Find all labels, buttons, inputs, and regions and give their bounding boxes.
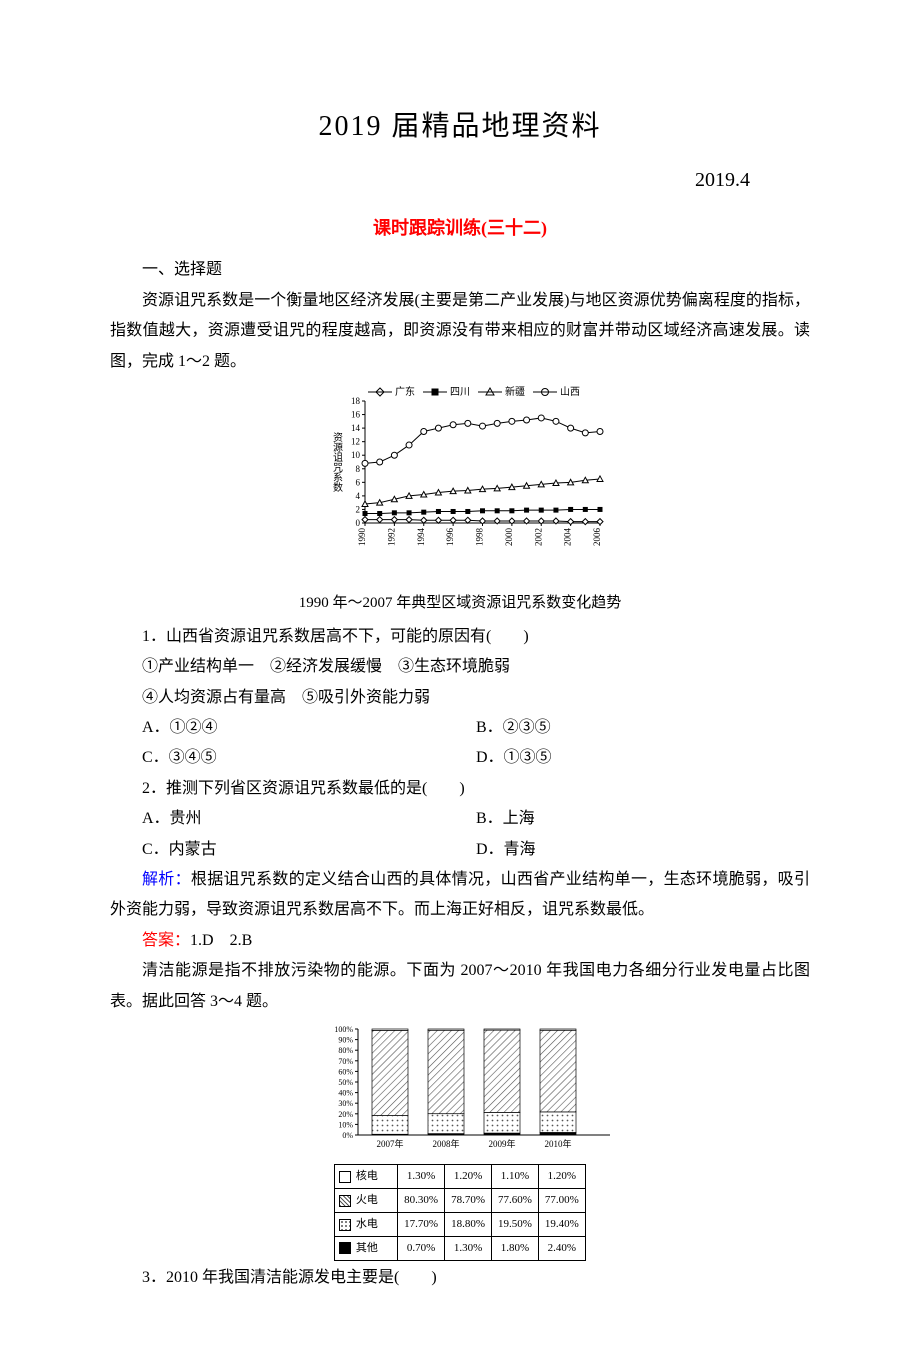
passage1-intro: 资源诅咒系数是一个衡量地区经济发展(主要是第二产业发展)与地区资源优势偏离程度的… [110,286,810,377]
q1-stem: 1．山西省资源诅咒系数居高不下，可能的原因有( ) [110,622,810,652]
q2-optA: A．贵州 [142,804,476,834]
q1-optA: A．①②④ [142,713,476,743]
q1-optB: B．②③⑤ [476,713,810,743]
q1-optD: D．①③⑤ [476,743,810,773]
q3-stem: 3．2010 年我国清洁能源发电主要是( ) [110,1263,810,1293]
svg-text:1994: 1994 [416,527,426,546]
svg-text:20%: 20% [338,1110,353,1119]
svg-text:1992: 1992 [386,528,396,546]
figure1-linechart: 广东 四川 新疆 山西 0 2 4 6 8 10 12 14 16 18 资源诅咒系数 1990 1992 199… [110,383,810,574]
svg-text:2: 2 [356,504,361,514]
svg-text:90%: 90% [338,1036,353,1045]
svg-text:1998: 1998 [475,527,485,546]
page-date: 2019.4 [110,161,810,199]
svg-text:2009年: 2009年 [488,1138,515,1149]
passage2-intro: 清洁能源是指不排放污染物的能源。下面为 2007～2010 年我国电力各细分行业… [110,956,810,1017]
answer-text: 1.D 2.B [190,932,252,949]
svg-text:2010年: 2010年 [544,1138,571,1149]
svg-text:四川: 四川 [450,387,470,398]
svg-text:1996: 1996 [445,527,455,546]
svg-text:16: 16 [351,409,361,419]
svg-text:2008年: 2008年 [432,1138,459,1149]
q1-roman2: ④人均资源占有量高 ⑤吸引外资能力弱 [110,683,810,713]
svg-text:2004: 2004 [563,527,573,546]
svg-text:广东: 广东 [395,385,415,398]
svg-text:14: 14 [351,423,361,433]
svg-text:2006: 2006 [592,527,602,546]
svg-text:2007年: 2007年 [376,1138,403,1149]
figure1-caption: 1990 年～2007 年典型区域资源诅咒系数变化趋势 [110,589,810,618]
svg-text:4: 4 [356,491,361,501]
svg-text:80%: 80% [338,1046,353,1055]
answer-label: 答案： [142,932,190,949]
svg-text:0: 0 [356,518,361,528]
page-title: 2019 届精品地理资料 [110,100,810,153]
figure2-stackedbar: 100% 90%80% 70%60% 50% 40%30% 20%10% 0% 2007年 20… [110,1023,810,1261]
analysis-label: 解析： [142,871,191,888]
svg-text:30%: 30% [338,1099,353,1108]
svg-text:100%: 100% [334,1025,353,1034]
svg-text:10%: 10% [338,1120,353,1129]
svg-text:山西: 山西 [560,386,580,398]
analysis-text: 根据诅咒系数的定义结合山西的具体情况，山西省产业结构单一，生态环境脆弱，吸引外资… [110,871,810,918]
lesson-subtitle: 课时跟踪训练(三十二) [110,211,810,245]
q2-optC: C．内蒙古 [142,835,476,865]
q2-optB: B．上海 [476,804,810,834]
section-heading: 一、选择题 [110,255,810,285]
q1-optC: C．③④⑤ [142,743,476,773]
q2-optD: D．青海 [476,835,810,865]
svg-text:70%: 70% [338,1057,353,1066]
svg-text:12: 12 [351,437,360,447]
svg-text:10: 10 [351,450,361,460]
figure2-table: 核电1.30%1.20%1.10%1.20% 火电80.30%78.70%77.… [334,1164,586,1261]
q2-stem: 2．推测下列省区资源诅咒系数最低的是( ) [110,774,810,804]
svg-text:资源诅咒系数: 资源诅咒系数 [331,432,343,493]
svg-text:50%: 50% [338,1078,353,1087]
analysis-para: 解析：根据诅咒系数的定义结合山西的具体情况，山西省产业结构单一，生态环境脆弱，吸… [110,865,810,926]
svg-text:2000: 2000 [504,527,514,546]
svg-text:40%: 40% [338,1089,353,1098]
svg-text:6: 6 [356,477,361,487]
svg-text:1990: 1990 [357,527,367,546]
svg-text:新疆: 新疆 [505,385,525,398]
svg-text:8: 8 [356,464,361,474]
svg-text:0%: 0% [342,1131,353,1140]
q1-roman1: ①产业结构单一 ②经济发展缓慢 ③生态环境脆弱 [110,652,810,682]
svg-text:2002: 2002 [533,528,543,546]
answer-para: 答案：1.D 2.B [110,926,810,956]
svg-text:60%: 60% [338,1067,353,1076]
svg-text:18: 18 [351,396,361,406]
